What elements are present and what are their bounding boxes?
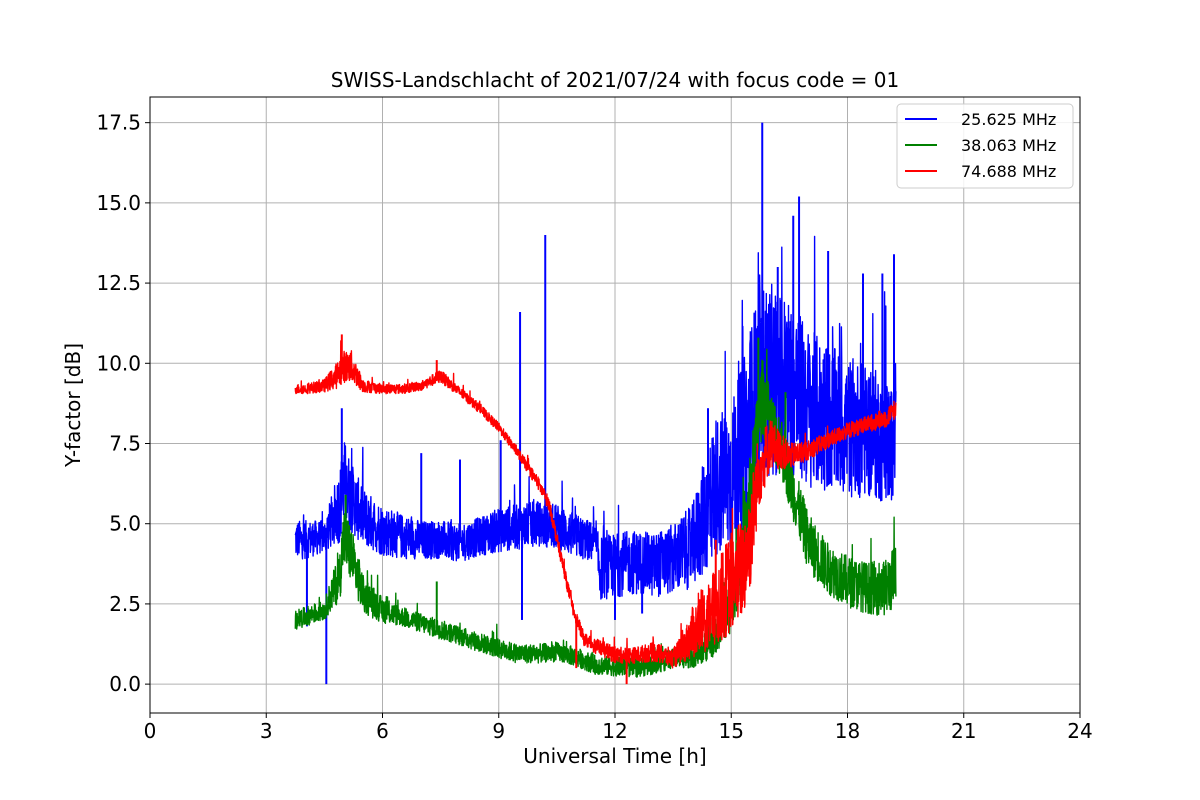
series-38-063-mhz [294,337,897,678]
y-tick-label: 15.0 [96,191,141,215]
x-tick-label: 15 [719,719,744,743]
series-25-625-mhz [294,122,897,685]
legend-item: 25.625 MHz [905,110,1056,129]
x-tick-label: 18 [835,719,860,743]
legend-label: 38.063 MHz [961,136,1056,155]
legend-box [896,103,1074,189]
series-line [294,340,897,669]
x-tick-label: 6 [376,719,389,743]
y-axis: 0.0 2.5 5.0 7.5 10.0 12.5 15.0 17.5 [96,111,150,696]
y-axis-label: Y-factor [dB] [61,343,85,468]
legend-label: 25.625 MHz [961,110,1056,129]
legend-item: 74.688 MHz [905,162,1056,181]
legend: 25.625 MHz 38.063 MHz 74.688 MHz [896,103,1074,189]
series-74-688-mhz [294,334,897,685]
legend-item: 38.063 MHz [905,136,1056,155]
x-tick-label: 0 [144,719,157,743]
x-tick-label: 12 [602,719,627,743]
y-tick-label: 5.0 [109,512,141,536]
series-line [294,235,897,600]
series-layer [294,122,897,685]
y-tick-label: 17.5 [96,111,141,135]
x-tick-label: 24 [1067,719,1092,743]
x-tick-label: 3 [260,719,273,743]
y-tick-label: 2.5 [109,592,141,616]
chart-title: SWISS-Landschlacht of 2021/07/24 with fo… [331,68,899,92]
x-axis-label: Universal Time [h] [523,744,706,768]
x-tick-label: 9 [492,719,505,743]
y-tick-label: 12.5 [96,271,141,295]
legend-label: 74.688 MHz [961,162,1056,181]
y-tick-label: 0.0 [109,672,141,696]
y-tick-label: 7.5 [109,432,141,456]
x-axis: 0 3 6 9 12 15 18 21 24 [144,713,1093,743]
series-line [294,348,897,678]
y-tick-label: 10.0 [96,351,141,375]
x-tick-label: 21 [951,719,976,743]
